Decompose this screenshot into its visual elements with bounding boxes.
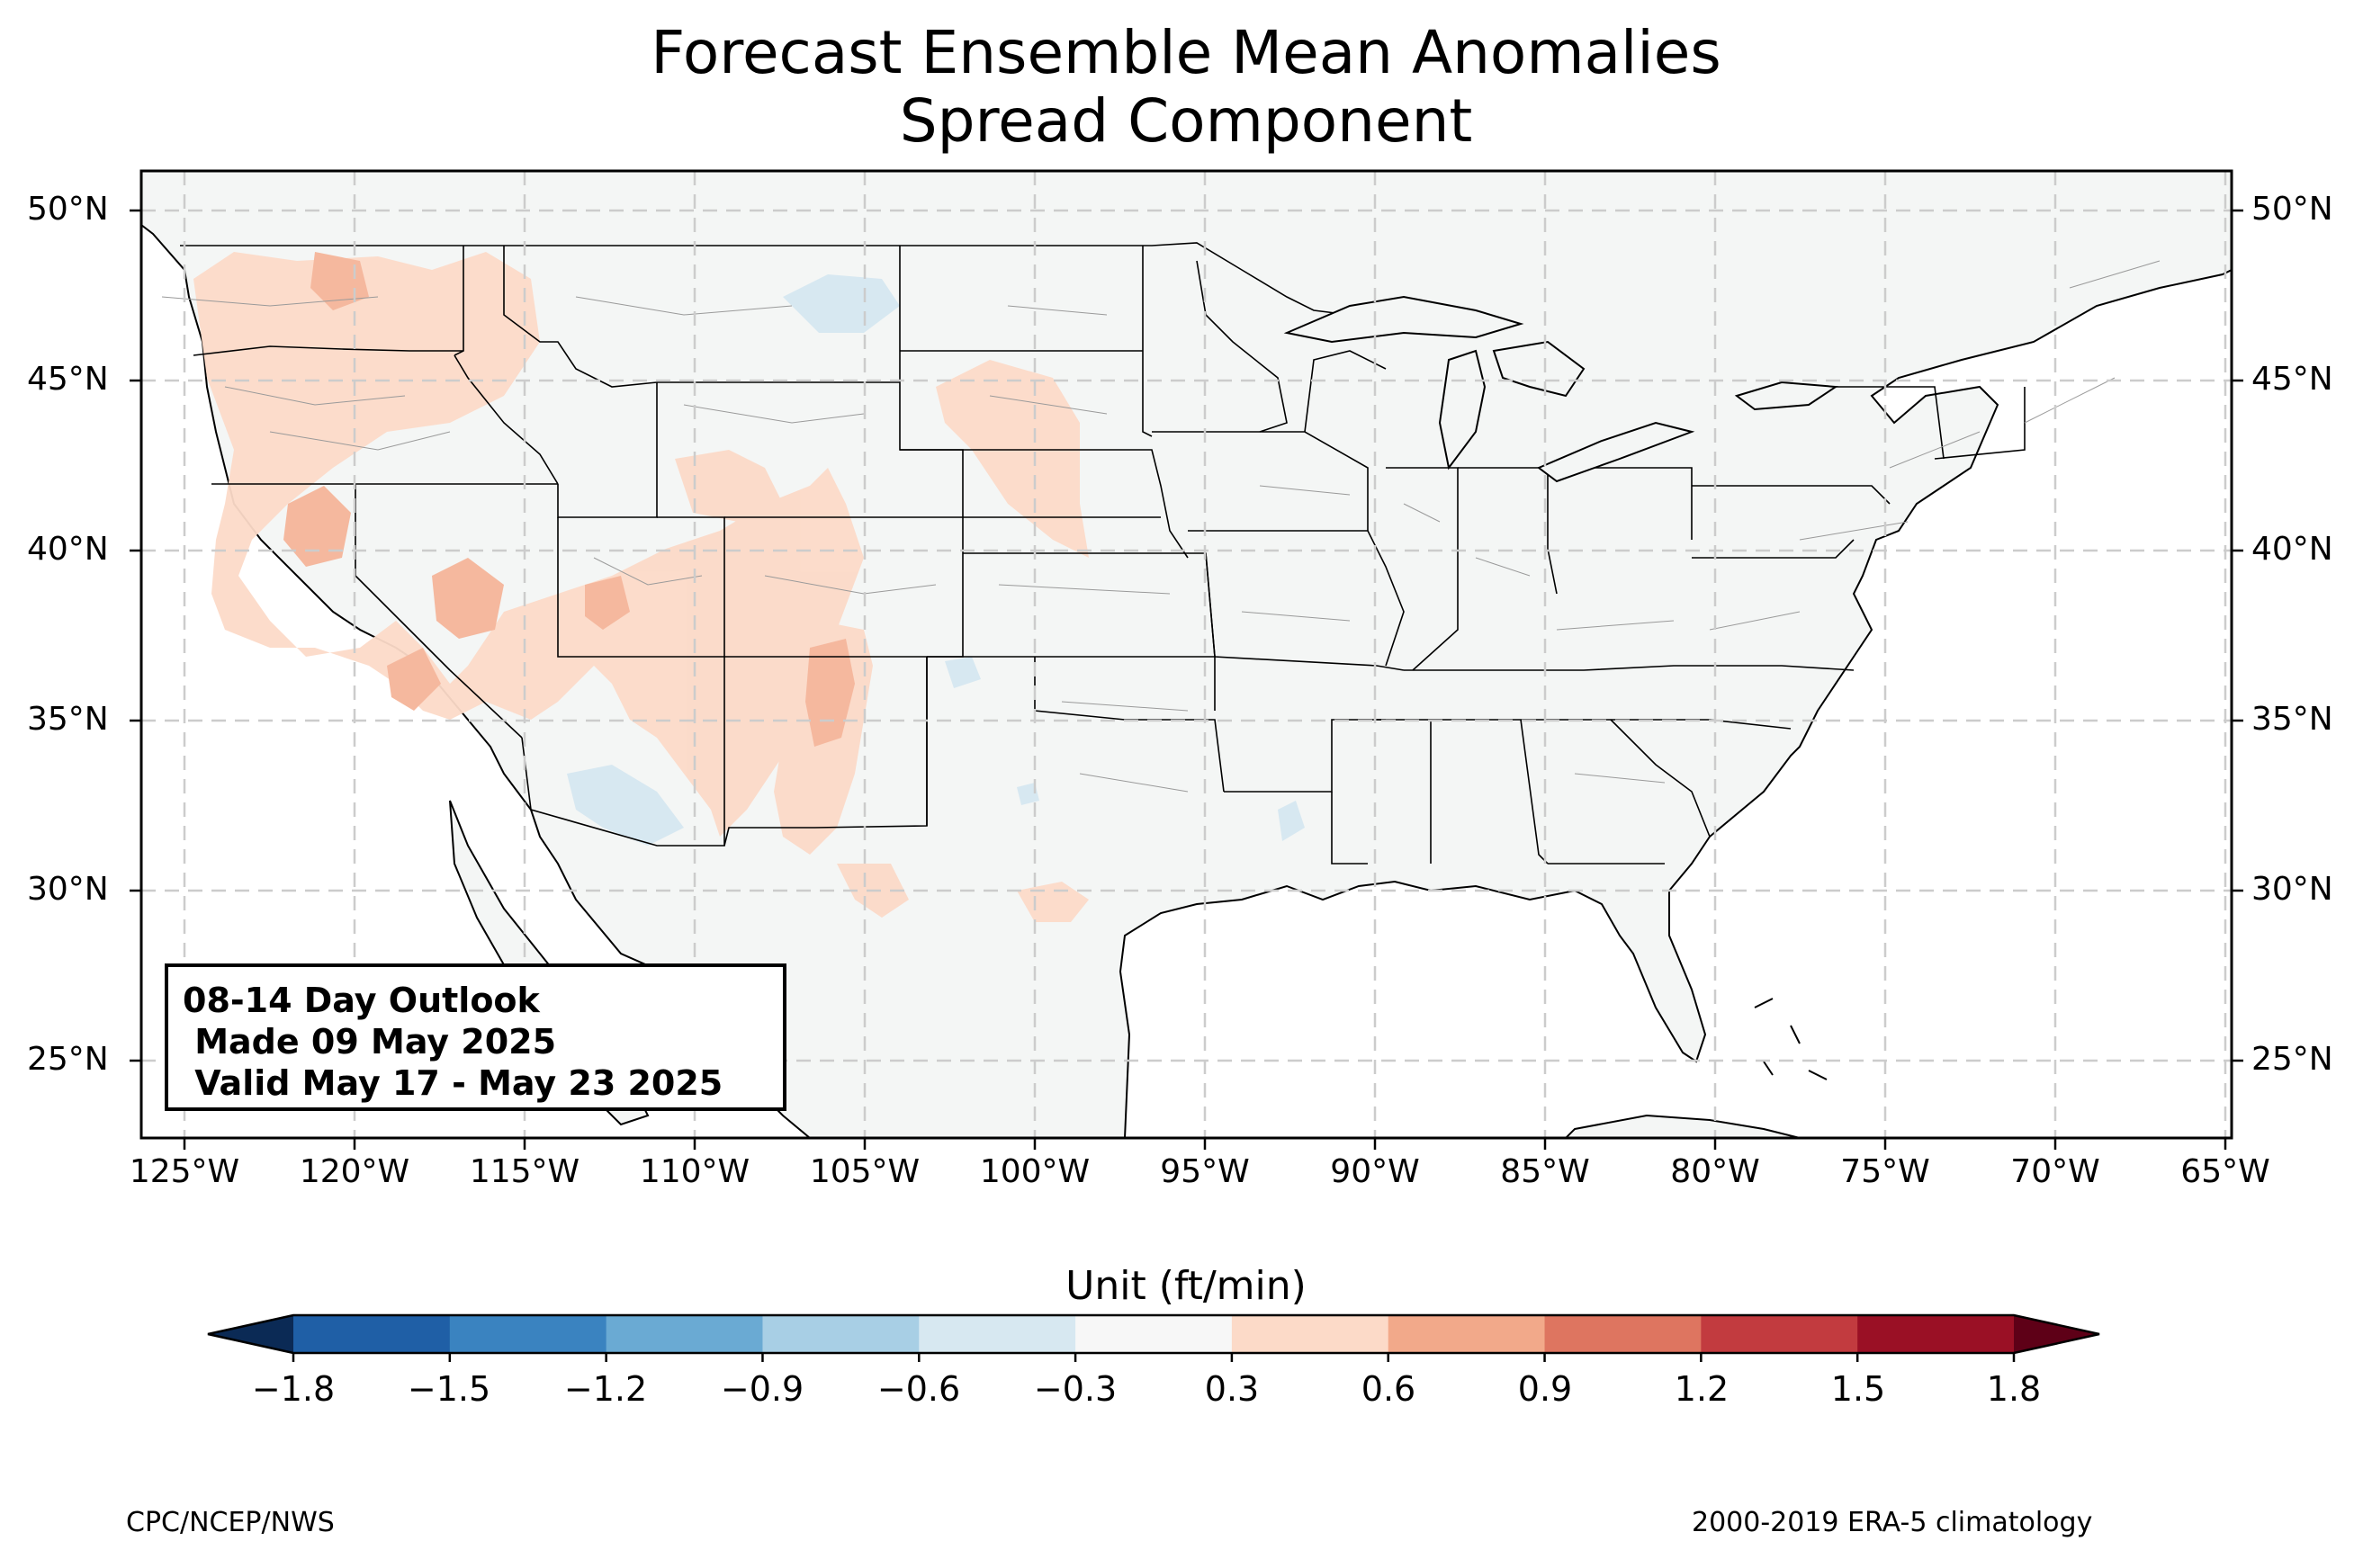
- colorbar-extend-low: [208, 1315, 293, 1353]
- colorbar-tick-label: −1.2: [563, 1369, 648, 1409]
- axis-ticks: [130, 209, 2243, 1150]
- colorbar-title: Unit (ft/min): [1065, 1263, 1307, 1309]
- lat-label-right: 25°N: [2251, 1041, 2333, 1078]
- lat-label-left: 30°N: [27, 871, 109, 908]
- colorbar-segment: [762, 1315, 920, 1353]
- colorbar-tick-label: 0.3: [1204, 1369, 1260, 1409]
- colorbar-tick-label: 1.5: [1830, 1369, 1886, 1409]
- great-lakes: [1283, 295, 1838, 483]
- colorbar-tick-label: 1.2: [1674, 1369, 1730, 1409]
- colorbar-tick-label: −0.6: [876, 1369, 961, 1409]
- state-boundaries: [180, 242, 2026, 865]
- land-bahamas: [1754, 998, 1828, 1080]
- colorbar-tick-label: −0.9: [720, 1369, 804, 1409]
- lon-label: 105°W: [809, 1153, 921, 1190]
- colorbar-segment: [449, 1315, 607, 1353]
- made-date-label: Made 09 May 2025: [183, 1022, 557, 1062]
- chart-title-line-1: Forecast Ensemble Mean Anomalies: [651, 18, 1721, 87]
- lat-label-right: 45°N: [2251, 361, 2333, 398]
- colorbar-tick-label: 0.9: [1517, 1369, 1573, 1409]
- colorbar-segment: [1075, 1315, 1233, 1353]
- outlook-period-label: 08-14 Day Outlook: [183, 981, 540, 1020]
- colorbar-tick-label: −0.3: [1033, 1369, 1118, 1409]
- lon-label: 125°W: [129, 1153, 240, 1190]
- lon-label: 110°W: [639, 1153, 750, 1190]
- land-cuba: [1564, 1114, 1801, 1138]
- colorbar-tick-label: −1.8: [251, 1369, 336, 1409]
- valid-range-label: Valid May 17 - May 23 2025: [183, 1063, 723, 1103]
- chart-title-line-2: Spread Component: [899, 86, 1473, 156]
- colorbar-tick-label: −1.5: [407, 1369, 491, 1409]
- lat-label-right: 30°N: [2251, 871, 2333, 908]
- lon-label: 115°W: [469, 1153, 580, 1190]
- lon-label: 95°W: [1160, 1153, 1250, 1190]
- footer-source: CPC/NCEP/NWS: [126, 1507, 335, 1538]
- lat-label-left: 35°N: [27, 701, 109, 738]
- lat-label-right: 35°N: [2251, 701, 2333, 738]
- colorbar-segment: [1231, 1315, 1389, 1353]
- lon-label: 75°W: [1840, 1153, 1930, 1190]
- colorbar-segment: [1544, 1315, 1702, 1353]
- minor-boundaries: [161, 260, 2161, 793]
- map-frame: [139, 169, 2233, 1140]
- outlook-info-box: 08-14 Day Outlook Made 09 May 2025 Valid…: [165, 963, 786, 1111]
- colorbar: [207, 1313, 2100, 1362]
- lat-label-left: 50°N: [27, 191, 109, 228]
- strong-positive-anomaly-shading: [283, 252, 855, 747]
- lat-label-left: 40°N: [27, 531, 109, 568]
- lon-label: 100°W: [979, 1153, 1091, 1190]
- lat-label-left: 25°N: [27, 1041, 109, 1078]
- lon-label: 85°W: [1500, 1153, 1590, 1190]
- colorbar-extend-high: [2014, 1315, 2099, 1353]
- colorbar-segment: [606, 1315, 763, 1353]
- colorbar-segment: [293, 1315, 451, 1353]
- colorbar-segment: [919, 1315, 1076, 1353]
- colorbar-tick-label: 0.6: [1361, 1369, 1416, 1409]
- lat-label-left: 45°N: [27, 361, 109, 398]
- lon-label: 80°W: [1670, 1153, 1760, 1190]
- lon-label: 70°W: [2010, 1153, 2100, 1190]
- colorbar-segment: [1701, 1315, 1858, 1353]
- colorbar-tick-label: 1.8: [1986, 1369, 2042, 1409]
- lon-label: 65°W: [2180, 1153, 2270, 1190]
- colorbar-segment: [1388, 1315, 1546, 1353]
- lon-label: 90°W: [1330, 1153, 1420, 1190]
- lat-label-right: 50°N: [2251, 191, 2333, 228]
- lon-label: 120°W: [299, 1153, 410, 1190]
- colorbar-segment: [1857, 1315, 2015, 1353]
- lat-label-right: 40°N: [2251, 531, 2333, 568]
- footer-climatology: 2000-2019 ERA-5 climatology: [1692, 1507, 2093, 1538]
